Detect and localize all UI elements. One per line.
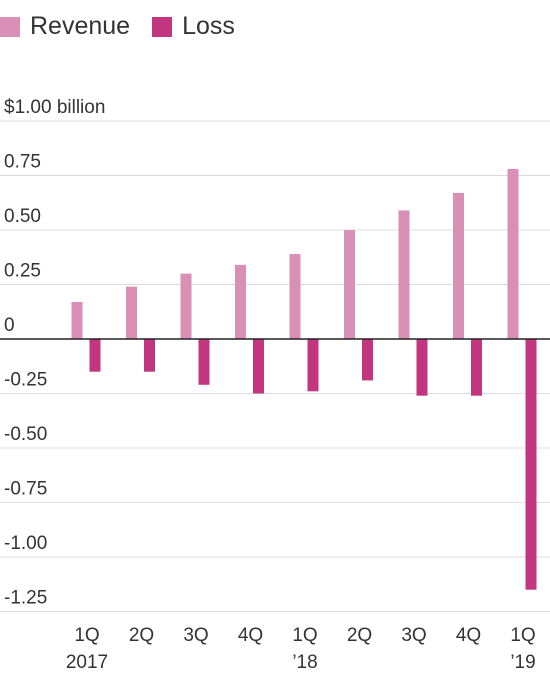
legend: Revenue Loss	[0, 12, 257, 41]
y-tick-label: $1.00 billion	[4, 97, 105, 118]
revenue-bar	[289, 253, 301, 339]
revenue-bar	[398, 210, 410, 339]
loss-bar	[144, 339, 155, 372]
revenue-bar	[507, 168, 519, 339]
bars	[71, 168, 537, 590]
x-tick-sublabel: 2017	[66, 652, 108, 673]
loss-bar	[416, 339, 428, 396]
loss-bar	[89, 339, 101, 372]
x-tick-label: 1Q	[292, 625, 317, 646]
revenue-bar	[235, 264, 246, 339]
x-tick-sublabel: ’19	[510, 652, 535, 673]
x-tick-sublabel: ’18	[292, 652, 317, 673]
y-tick-label: -0.25	[4, 370, 47, 391]
x-tick-label: 4Q	[456, 625, 481, 646]
legend-swatch-loss	[152, 16, 173, 37]
x-tick-label: 2Q	[129, 625, 154, 646]
revenue-bar	[453, 192, 464, 339]
y-tick-label: -0.50	[4, 424, 47, 445]
x-tick-label: 3Q	[183, 625, 208, 646]
x-tick-label: 3Q	[401, 625, 426, 646]
y-tick-label: 0.75	[4, 152, 41, 173]
revenue-bar	[344, 230, 355, 339]
loss-bar	[471, 339, 482, 396]
loss-bar	[362, 339, 373, 381]
legend-item-revenue: Revenue	[0, 12, 130, 41]
y-tick-label: 0.50	[4, 206, 41, 227]
legend-label-revenue: Revenue	[30, 12, 131, 40]
legend-label-loss: Loss	[182, 12, 235, 40]
loss-bar	[525, 339, 537, 590]
y-tick-label: 0	[4, 315, 15, 336]
revenue-bar	[126, 286, 137, 339]
y-tick-label: -1.00	[4, 533, 47, 554]
y-axis-labels: $1.00 billion 0.75 0.50 0.25 0 -0.25 -0.50 -0.7…	[4, 97, 105, 609]
x-axis-labels: 1Q 2017 2Q 3Q 4Q 1Q ’18 2Q 3Q 4Q 1Q ’19	[66, 625, 536, 673]
revenue-bar	[71, 301, 83, 339]
gridlines	[0, 120, 550, 612]
y-tick-label: 0.25	[4, 261, 41, 282]
x-tick-label: 2Q	[347, 625, 372, 646]
x-tick-label: 4Q	[238, 625, 263, 646]
legend-swatch-revenue	[0, 16, 20, 37]
y-tick-label: -0.75	[4, 479, 47, 500]
loss-bar	[253, 339, 264, 394]
loss-bar	[307, 339, 319, 392]
loss-bar	[198, 339, 210, 385]
revenue-bar	[180, 273, 192, 339]
y-tick-label: -1.25	[4, 588, 47, 609]
legend-item-loss: Loss	[152, 12, 235, 41]
x-tick-label: 1Q	[74, 625, 99, 646]
x-tick-label: 1Q	[510, 625, 535, 646]
